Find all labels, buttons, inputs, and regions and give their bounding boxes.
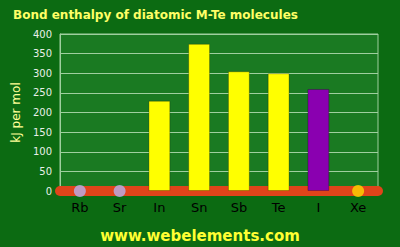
svg-text:200: 200 — [33, 107, 52, 118]
svg-text:300: 300 — [33, 68, 52, 79]
svg-text:100: 100 — [33, 146, 52, 157]
svg-text:Rb: Rb — [71, 200, 88, 215]
svg-text:Xe: Xe — [350, 200, 366, 215]
svg-text:250: 250 — [33, 87, 52, 98]
svg-text:Bond enthalpy of diatomic M-Te: Bond enthalpy of diatomic M-Te molecules — [13, 8, 298, 22]
svg-text:kJ per mol: kJ per mol — [9, 82, 23, 142]
svg-text:I: I — [316, 200, 320, 215]
svg-text:Sb: Sb — [231, 200, 248, 215]
svg-text:Sn: Sn — [191, 200, 208, 215]
svg-text:Sr: Sr — [113, 200, 127, 215]
svg-text:50: 50 — [39, 166, 52, 177]
svg-text:350: 350 — [33, 48, 52, 59]
svg-text:400: 400 — [33, 29, 52, 40]
svg-text:www.webelements.com: www.webelements.com — [100, 227, 300, 245]
svg-text:0: 0 — [46, 186, 52, 197]
svg-text:Te: Te — [271, 200, 286, 215]
svg-text:In: In — [153, 200, 165, 215]
svg-text:150: 150 — [33, 127, 52, 138]
